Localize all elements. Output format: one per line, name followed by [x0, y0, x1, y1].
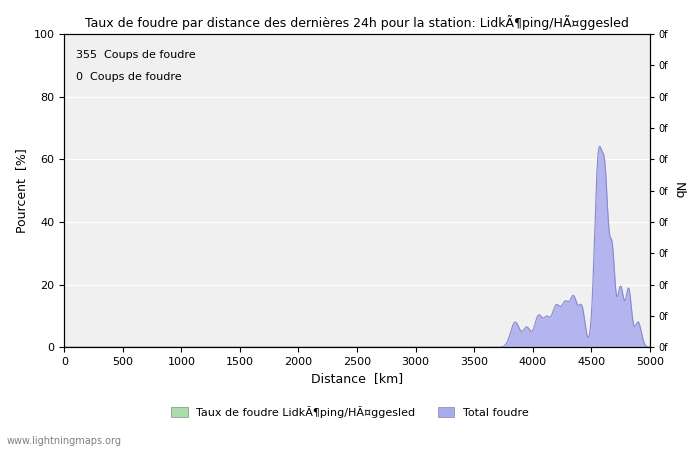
- Y-axis label: Pourcent  [%]: Pourcent [%]: [15, 148, 28, 233]
- X-axis label: Distance  [km]: Distance [km]: [311, 373, 403, 386]
- Text: 355  Coups de foudre: 355 Coups de foudre: [76, 50, 195, 59]
- Title: Taux de foudre par distance des dernières 24h pour la station: LidkÃ¶ping/HÃ¤gge: Taux de foudre par distance des dernière…: [85, 15, 629, 30]
- Legend: Taux de foudre LidkÃ¶ping/HÃ¤ggesled, Total foudre: Taux de foudre LidkÃ¶ping/HÃ¤ggesled, To…: [167, 401, 533, 422]
- Text: 0  Coups de foudre: 0 Coups de foudre: [76, 72, 181, 81]
- Y-axis label: Nb: Nb: [672, 182, 685, 199]
- Text: www.lightningmaps.org: www.lightningmaps.org: [7, 436, 122, 446]
